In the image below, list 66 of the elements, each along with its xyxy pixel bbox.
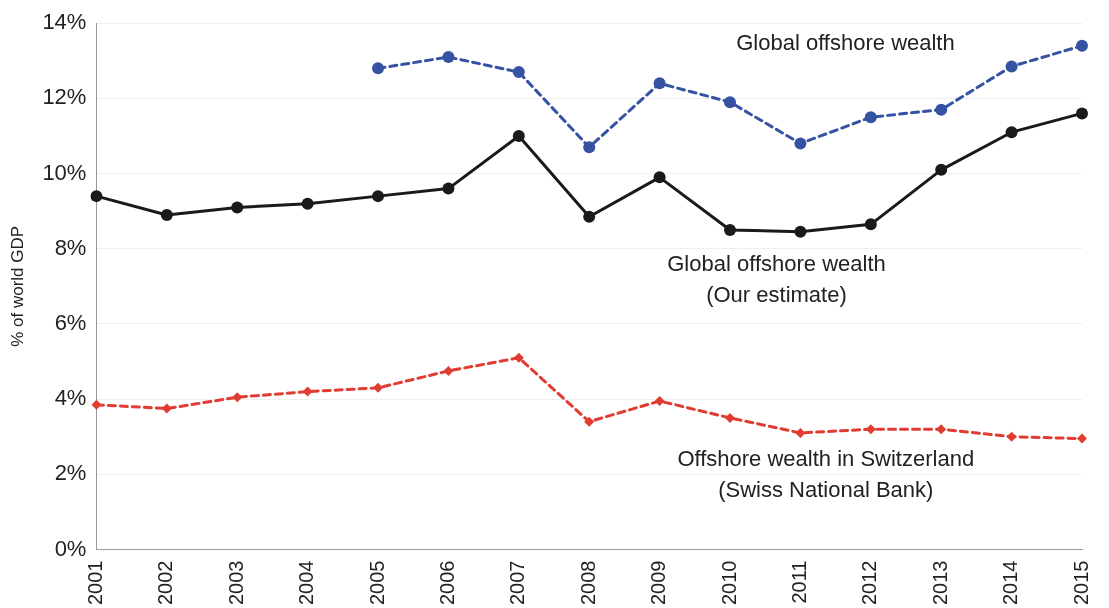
point bbox=[653, 77, 666, 90]
point bbox=[513, 352, 524, 363]
point bbox=[584, 416, 595, 427]
point bbox=[512, 129, 525, 142]
point bbox=[91, 399, 102, 410]
y-tick-label: 2% bbox=[54, 460, 87, 486]
point bbox=[864, 218, 877, 231]
point bbox=[161, 403, 172, 414]
point bbox=[795, 427, 806, 438]
x-tick-label: 2005 bbox=[365, 560, 388, 606]
point bbox=[372, 62, 385, 75]
point bbox=[724, 223, 737, 236]
series-label: Global offshore wealth (Our estimate) bbox=[667, 251, 886, 308]
x-tick-label: 2002 bbox=[154, 560, 177, 606]
point bbox=[90, 190, 103, 203]
x-tick-label: 2014 bbox=[999, 560, 1022, 606]
point bbox=[231, 201, 244, 214]
y-axis-title: % of world GDP bbox=[7, 225, 27, 347]
point bbox=[864, 111, 877, 124]
point bbox=[1077, 433, 1087, 444]
point bbox=[725, 412, 736, 423]
x-tick-label: 2004 bbox=[295, 560, 318, 606]
x-tick-label: 2012 bbox=[858, 560, 881, 606]
point bbox=[653, 171, 666, 184]
x-tick-label: 2010 bbox=[717, 560, 740, 606]
series-label: Global offshore wealth bbox=[736, 30, 955, 56]
point bbox=[935, 103, 948, 116]
point bbox=[372, 190, 385, 203]
y-tick-label: 12% bbox=[42, 84, 87, 110]
x-tick-label: 2006 bbox=[435, 560, 458, 606]
point bbox=[1006, 431, 1017, 442]
point bbox=[1076, 107, 1088, 120]
x-tick-label: 2013 bbox=[928, 560, 951, 606]
point bbox=[442, 51, 455, 64]
point bbox=[583, 210, 596, 223]
x-tick-label: 2009 bbox=[647, 560, 670, 606]
point bbox=[724, 96, 737, 109]
point bbox=[794, 225, 807, 238]
point bbox=[232, 392, 243, 403]
point bbox=[373, 382, 384, 393]
x-tick-label: 2001 bbox=[83, 560, 106, 606]
point bbox=[1005, 126, 1018, 139]
point bbox=[301, 197, 314, 210]
point bbox=[583, 141, 596, 154]
point bbox=[443, 365, 454, 376]
x-tick-label: 2003 bbox=[224, 560, 247, 606]
y-tick-label: 8% bbox=[54, 234, 87, 260]
x-tick-label: 2008 bbox=[576, 560, 599, 606]
y-tick-label: 6% bbox=[54, 310, 87, 336]
point bbox=[160, 208, 173, 221]
x-tick-label: 2015 bbox=[1069, 560, 1092, 606]
y-tick-label: 0% bbox=[54, 535, 87, 561]
x-tick-label: 2007 bbox=[506, 560, 529, 606]
point bbox=[935, 163, 948, 176]
y-tick-label: 10% bbox=[42, 159, 87, 185]
point bbox=[442, 182, 455, 195]
point bbox=[654, 396, 665, 407]
x-tick-label: 2011 bbox=[787, 560, 810, 604]
point bbox=[1076, 39, 1088, 52]
y-tick-label: 14% bbox=[42, 9, 87, 35]
point bbox=[794, 137, 807, 150]
series-label: Offshore wealth in Switzerland (Swiss National Bank) bbox=[677, 446, 975, 503]
point bbox=[1005, 60, 1018, 73]
y-tick-label: 4% bbox=[54, 385, 87, 411]
point bbox=[936, 424, 947, 435]
point bbox=[512, 66, 525, 79]
